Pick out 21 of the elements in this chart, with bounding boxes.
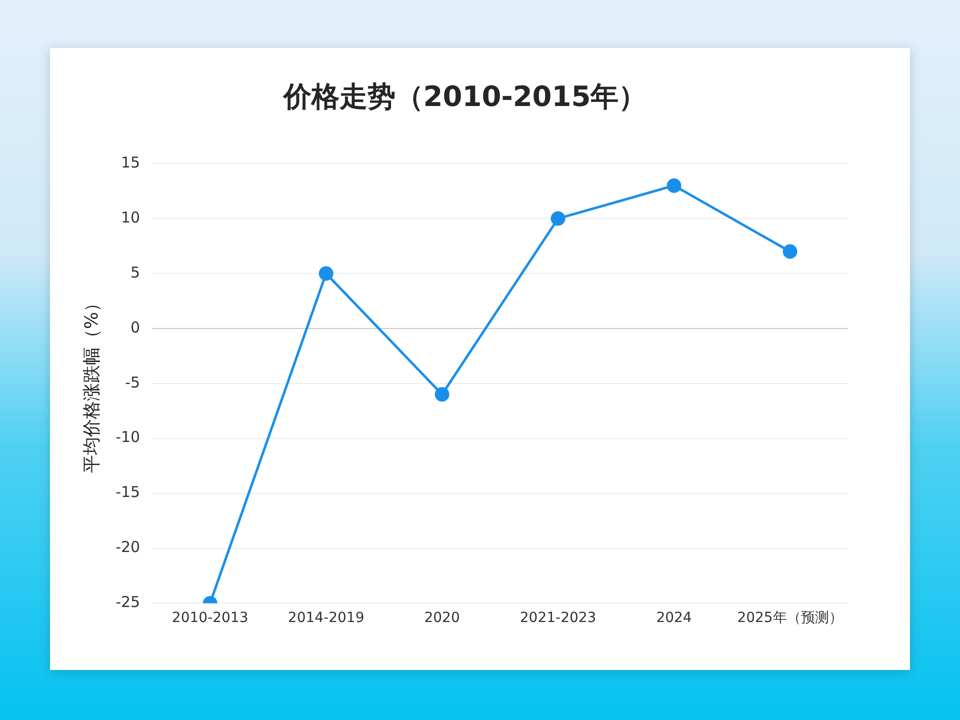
y-tick-label: -15 bbox=[116, 483, 140, 502]
x-tick-label: 2021-2023 bbox=[520, 610, 596, 626]
y-tick-label: -10 bbox=[116, 428, 140, 446]
x-tick-label: 2024 bbox=[656, 610, 692, 626]
x-tick-label: 2025年（预测） bbox=[737, 610, 843, 626]
y-axis-title: 平均价格涨跌幅（%） bbox=[81, 294, 102, 473]
y-tick-label: 5 bbox=[130, 263, 140, 282]
x-tick-label: 2020 bbox=[424, 610, 460, 626]
y-tick-label: 15 bbox=[121, 153, 140, 172]
y-tick-label: -20 bbox=[116, 538, 140, 556]
y-tick-label: -25 bbox=[116, 593, 140, 612]
point bbox=[782, 244, 798, 259]
point bbox=[318, 266, 334, 281]
y-tick-label: 10 bbox=[121, 208, 140, 226]
x-tick-label: 2014-2019 bbox=[288, 610, 364, 626]
point bbox=[550, 211, 566, 226]
point bbox=[666, 178, 682, 193]
y-tick-label: 0 bbox=[130, 318, 140, 336]
x-tick-label: 2010-2013 bbox=[172, 610, 248, 626]
y-tick-label: -5 bbox=[125, 373, 140, 392]
chart-title: 价格走势（2010-2015年） bbox=[282, 80, 647, 114]
